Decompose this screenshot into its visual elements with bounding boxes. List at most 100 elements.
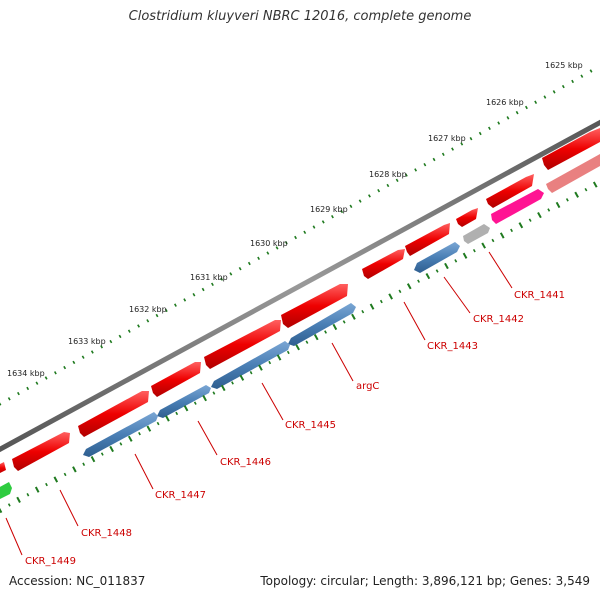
scale-label: 1630 kbp — [250, 239, 288, 248]
gene-label[interactable]: CKR_1442 — [473, 314, 524, 325]
gene-arrow[interactable] — [157, 385, 211, 418]
gc-dot — [53, 476, 59, 483]
gc-dot — [518, 222, 524, 229]
gc-dot — [332, 323, 338, 331]
gene-label[interactable]: CKR_1443 — [427, 341, 478, 352]
gc-dot — [119, 442, 123, 446]
accession-label: Accession: NC_011837 — [9, 574, 146, 588]
gene-arrow[interactable] — [281, 284, 348, 328]
gene-label[interactable]: argC — [356, 381, 379, 392]
gene-label[interactable]: CKR_1441 — [514, 290, 565, 301]
scale-dot — [63, 365, 67, 370]
scale-dot — [358, 199, 362, 203]
scale-dot — [580, 74, 584, 78]
scale-dot — [238, 267, 242, 271]
gene-arrow[interactable] — [362, 249, 405, 279]
gc-dot — [313, 334, 319, 341]
scale-dot — [543, 95, 547, 99]
gene-arrow[interactable] — [456, 208, 478, 227]
scale-dot — [275, 246, 279, 250]
scale-dot — [211, 282, 214, 286]
scale-dot — [220, 277, 224, 281]
gene-arrow[interactable] — [546, 154, 600, 193]
scale-dot — [35, 381, 39, 385]
scale-dot — [349, 204, 353, 208]
scale-dot — [478, 131, 482, 136]
gene-arrow[interactable] — [211, 341, 290, 389]
scale-label: 1626 kbp — [486, 98, 524, 107]
genome-stats: Topology: circular; Length: 3,896,121 bp… — [260, 574, 590, 588]
gene-arrow[interactable] — [405, 223, 450, 256]
gene-arrow[interactable] — [542, 128, 600, 170]
scale-dot — [506, 116, 510, 120]
scale-dot — [201, 287, 205, 292]
gc-skew-ring — [0, 181, 598, 514]
gc-dot — [351, 313, 356, 320]
scale-dot — [81, 355, 85, 359]
gene-label[interactable]: CKR_1448 — [81, 528, 132, 539]
gc-dot — [276, 354, 282, 361]
gene-arrow[interactable] — [83, 412, 158, 457]
gc-dot — [547, 208, 551, 212]
gene-arrow[interactable] — [204, 320, 281, 369]
scale-dot — [155, 313, 159, 318]
scale-dot — [247, 261, 251, 266]
scale-label: 1632 kbp — [129, 305, 167, 314]
gc-dot — [324, 330, 327, 334]
gene-arrow[interactable] — [414, 242, 460, 273]
gc-dot — [481, 242, 486, 249]
scale-dot — [395, 178, 399, 182]
gc-dot — [406, 283, 412, 290]
scale-dot — [164, 308, 168, 313]
gc-dot — [193, 401, 197, 405]
scale-dot — [284, 241, 288, 245]
gc-dot — [584, 188, 588, 192]
scale-dot — [534, 100, 538, 104]
scale-dot — [561, 84, 565, 89]
scale-label: 1628 kbp — [369, 170, 407, 179]
gc-dot — [444, 262, 449, 270]
gene-label[interactable]: CKR_1446 — [220, 457, 271, 468]
scale-dot — [118, 334, 122, 339]
scale-label: 1627 kbp — [428, 134, 466, 143]
scale-dot — [589, 69, 593, 73]
scale-dot — [423, 163, 427, 167]
gene-arrow[interactable] — [12, 432, 70, 471]
scale-dot — [340, 209, 344, 214]
scale-dot — [294, 235, 297, 240]
gc-dot — [138, 432, 141, 436]
gc-dot — [239, 374, 245, 381]
gene-arrow[interactable] — [486, 174, 534, 208]
gene-arrow[interactable] — [0, 462, 6, 474]
gc-dot — [183, 405, 189, 412]
gc-dot — [249, 371, 253, 375]
gene-arrow[interactable] — [463, 224, 490, 244]
gc-dot — [268, 360, 272, 365]
gene-arrow[interactable] — [288, 303, 356, 346]
gene-arrow[interactable] — [151, 362, 201, 397]
scale-dot — [72, 360, 76, 365]
gc-dot — [295, 344, 300, 351]
gc-dot — [510, 228, 513, 233]
gc-dot — [26, 493, 30, 497]
gc-dot — [34, 486, 40, 493]
gc-dot — [369, 303, 375, 310]
gc-dot — [63, 472, 67, 477]
gc-dot — [0, 507, 3, 514]
scale-dot — [53, 371, 57, 375]
scale-labels: 1625 kbp 1626 kbp 1627 kbp 1628 kbp 1629… — [7, 61, 583, 378]
gc-dot — [156, 421, 160, 426]
gene-arrow[interactable] — [78, 391, 149, 437]
gc-dot — [555, 201, 561, 209]
scale-dot — [109, 339, 113, 344]
gene-arrow[interactable] — [0, 482, 12, 500]
gc-dot — [574, 191, 579, 198]
gc-dot — [592, 181, 598, 188]
gene-label[interactable]: CKR_1447 — [155, 490, 206, 501]
gene-arrow[interactable] — [491, 189, 544, 224]
gc-dot — [342, 320, 346, 324]
gene-label[interactable]: CKR_1449 — [25, 556, 76, 567]
gc-dot — [175, 411, 179, 416]
scale-dot — [321, 220, 325, 224]
gene-label[interactable]: CKR_1445 — [285, 420, 336, 431]
